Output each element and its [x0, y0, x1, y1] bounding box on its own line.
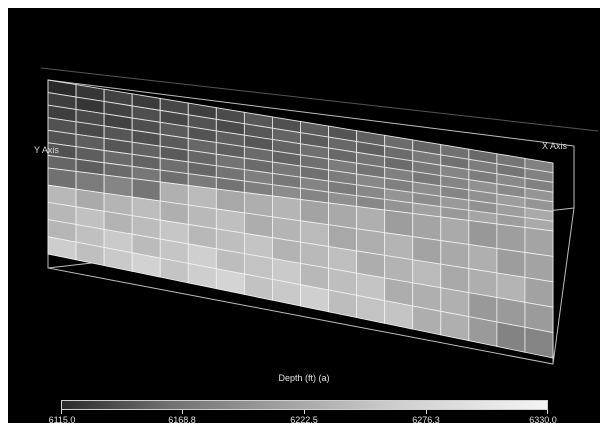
grid-front-cell: [384, 209, 414, 238]
grid-front-cell: [496, 248, 526, 278]
colorbar-tick: [547, 410, 548, 414]
colorbar-tick-label: 6115.0: [48, 415, 76, 423]
grid-front-cell: [468, 244, 498, 274]
grid-front-cell: [412, 305, 442, 336]
grid-front-cell: [440, 310, 470, 342]
colorbar-title: Depth (ft) (a): [278, 373, 330, 383]
colorbar-tick: [426, 410, 427, 414]
grid-front-cell: [384, 300, 414, 330]
grid-front-cell: [328, 202, 358, 230]
3d-viewer[interactable]: Y Axis X Axis Depth (ft) (a) 6115.0 6168…: [8, 8, 600, 423]
grid-front-cell: [468, 220, 498, 249]
colorbar-tick: [182, 410, 183, 414]
depth-colorbar: [61, 400, 548, 410]
colorbar-tick: [304, 410, 305, 414]
y-axis-label: Y Axis: [34, 145, 59, 155]
grid-front-cell: [524, 326, 554, 359]
grid-front-cell: [524, 227, 554, 257]
grid-front-face: [47, 167, 554, 359]
grid-front-cell: [412, 213, 442, 242]
colorbar-tick: [61, 410, 62, 414]
x-axis-label: X Axis: [542, 141, 568, 151]
grid-front-cell: [468, 316, 498, 347]
colorbar-tick-label: 6222.5: [290, 415, 318, 423]
colorbar-tick-label: 6276.3: [412, 415, 440, 423]
grid-front-cell: [440, 216, 470, 245]
grid-front-cell: [300, 199, 329, 226]
grid-front-cell: [440, 240, 470, 270]
grid-front-cell: [496, 321, 526, 353]
grid-front-cell: [328, 289, 358, 319]
grid-front-cell: [356, 206, 386, 234]
grid-top-face: [47, 79, 554, 232]
grid-scene[interactable]: [8, 8, 600, 423]
grid-front-cell: [524, 251, 554, 283]
grid-front-cell: [496, 223, 526, 253]
colorbar-tick-label: 6168.8: [168, 415, 196, 423]
grid-front-cell: [356, 294, 386, 324]
colorbar-tick-label: 6330.0: [529, 415, 557, 423]
